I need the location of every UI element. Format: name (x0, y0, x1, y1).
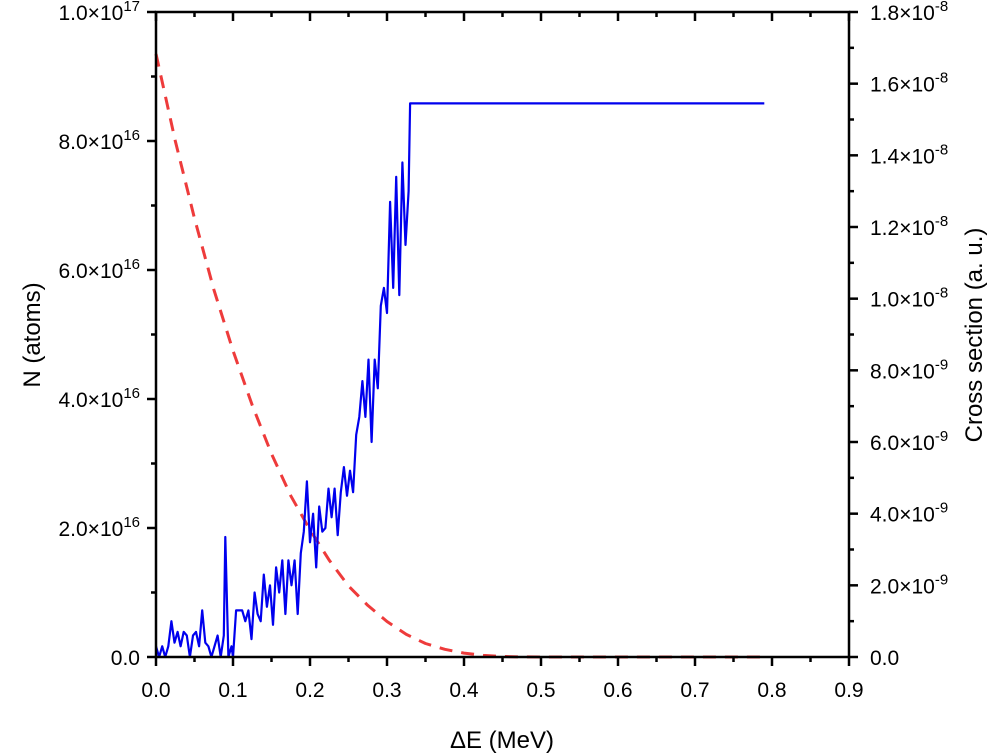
y-left-tick-label: 8.0×1016 (58, 127, 140, 154)
x-axis-title: ΔE (MeV) (450, 727, 554, 754)
x-tick-label: 0.2 (295, 679, 324, 702)
series-line-0 (154, 53, 765, 659)
y-left-tick-label: 0.0 (111, 647, 140, 670)
y-axis-right-ticks: 0.0 2.0×10-9 4.0×10-9 6.0×10-9 8.0×10-9 1.0×1… (849, 0, 948, 670)
series-line-1 (154, 102, 765, 659)
y-axis-left-ticks: 0.0 2.0×1016 4.0×1016 6.0×1016 8.0×1016 1.0×1… (58, 0, 156, 670)
x-tick-label: 0.4 (449, 679, 479, 702)
y-left-tick-label: 2.0×1016 (58, 514, 140, 541)
x-axis-ticks: 0.0 0.1 0.2 0.3 0.4 0.5 0.6 0.7 0.8 0.9 (141, 12, 864, 702)
x-tick-label: 0.0 (141, 679, 170, 702)
y-right-tick-label: 8.0×10-9 (870, 356, 948, 383)
x-tick-label: 0.5 (526, 679, 555, 702)
x-tick-label: 0.1 (218, 679, 247, 702)
y-right-tick-label: 6.0×10-9 (870, 428, 948, 455)
x-tick-label: 0.6 (603, 679, 632, 702)
y-right-tick-label: 1.2×10-8 (870, 213, 948, 240)
x-tick-label: 0.9 (834, 679, 863, 702)
y-right-tick-label: 1.4×10-8 (870, 141, 948, 168)
y-left-tick-label: 4.0×1016 (58, 385, 140, 412)
y-right-tick-label: 0.0 (870, 647, 899, 670)
x-tick-label: 0.3 (372, 679, 401, 702)
plot-frame (154, 10, 851, 659)
y-right-tick-label: 1.0×10-8 (870, 285, 948, 312)
y-right-tick-label: 1.6×10-8 (870, 70, 948, 97)
y-axis-left-title: N (atoms) (19, 282, 46, 387)
x-tick-label: 0.8 (757, 679, 786, 702)
y-left-tick-label: 1.0×1017 (58, 0, 140, 25)
y-right-tick-label: 4.0×10-9 (870, 500, 948, 527)
y-right-tick-label: 1.8×10-8 (870, 0, 948, 25)
y-right-tick-label: 2.0×10-9 (870, 571, 948, 598)
y-axis-right-title: Cross section (a. u.) (961, 228, 988, 443)
plot-lines (154, 53, 765, 659)
x-tick-label: 0.7 (680, 679, 709, 702)
y-left-tick-label: 6.0×1016 (58, 256, 140, 283)
